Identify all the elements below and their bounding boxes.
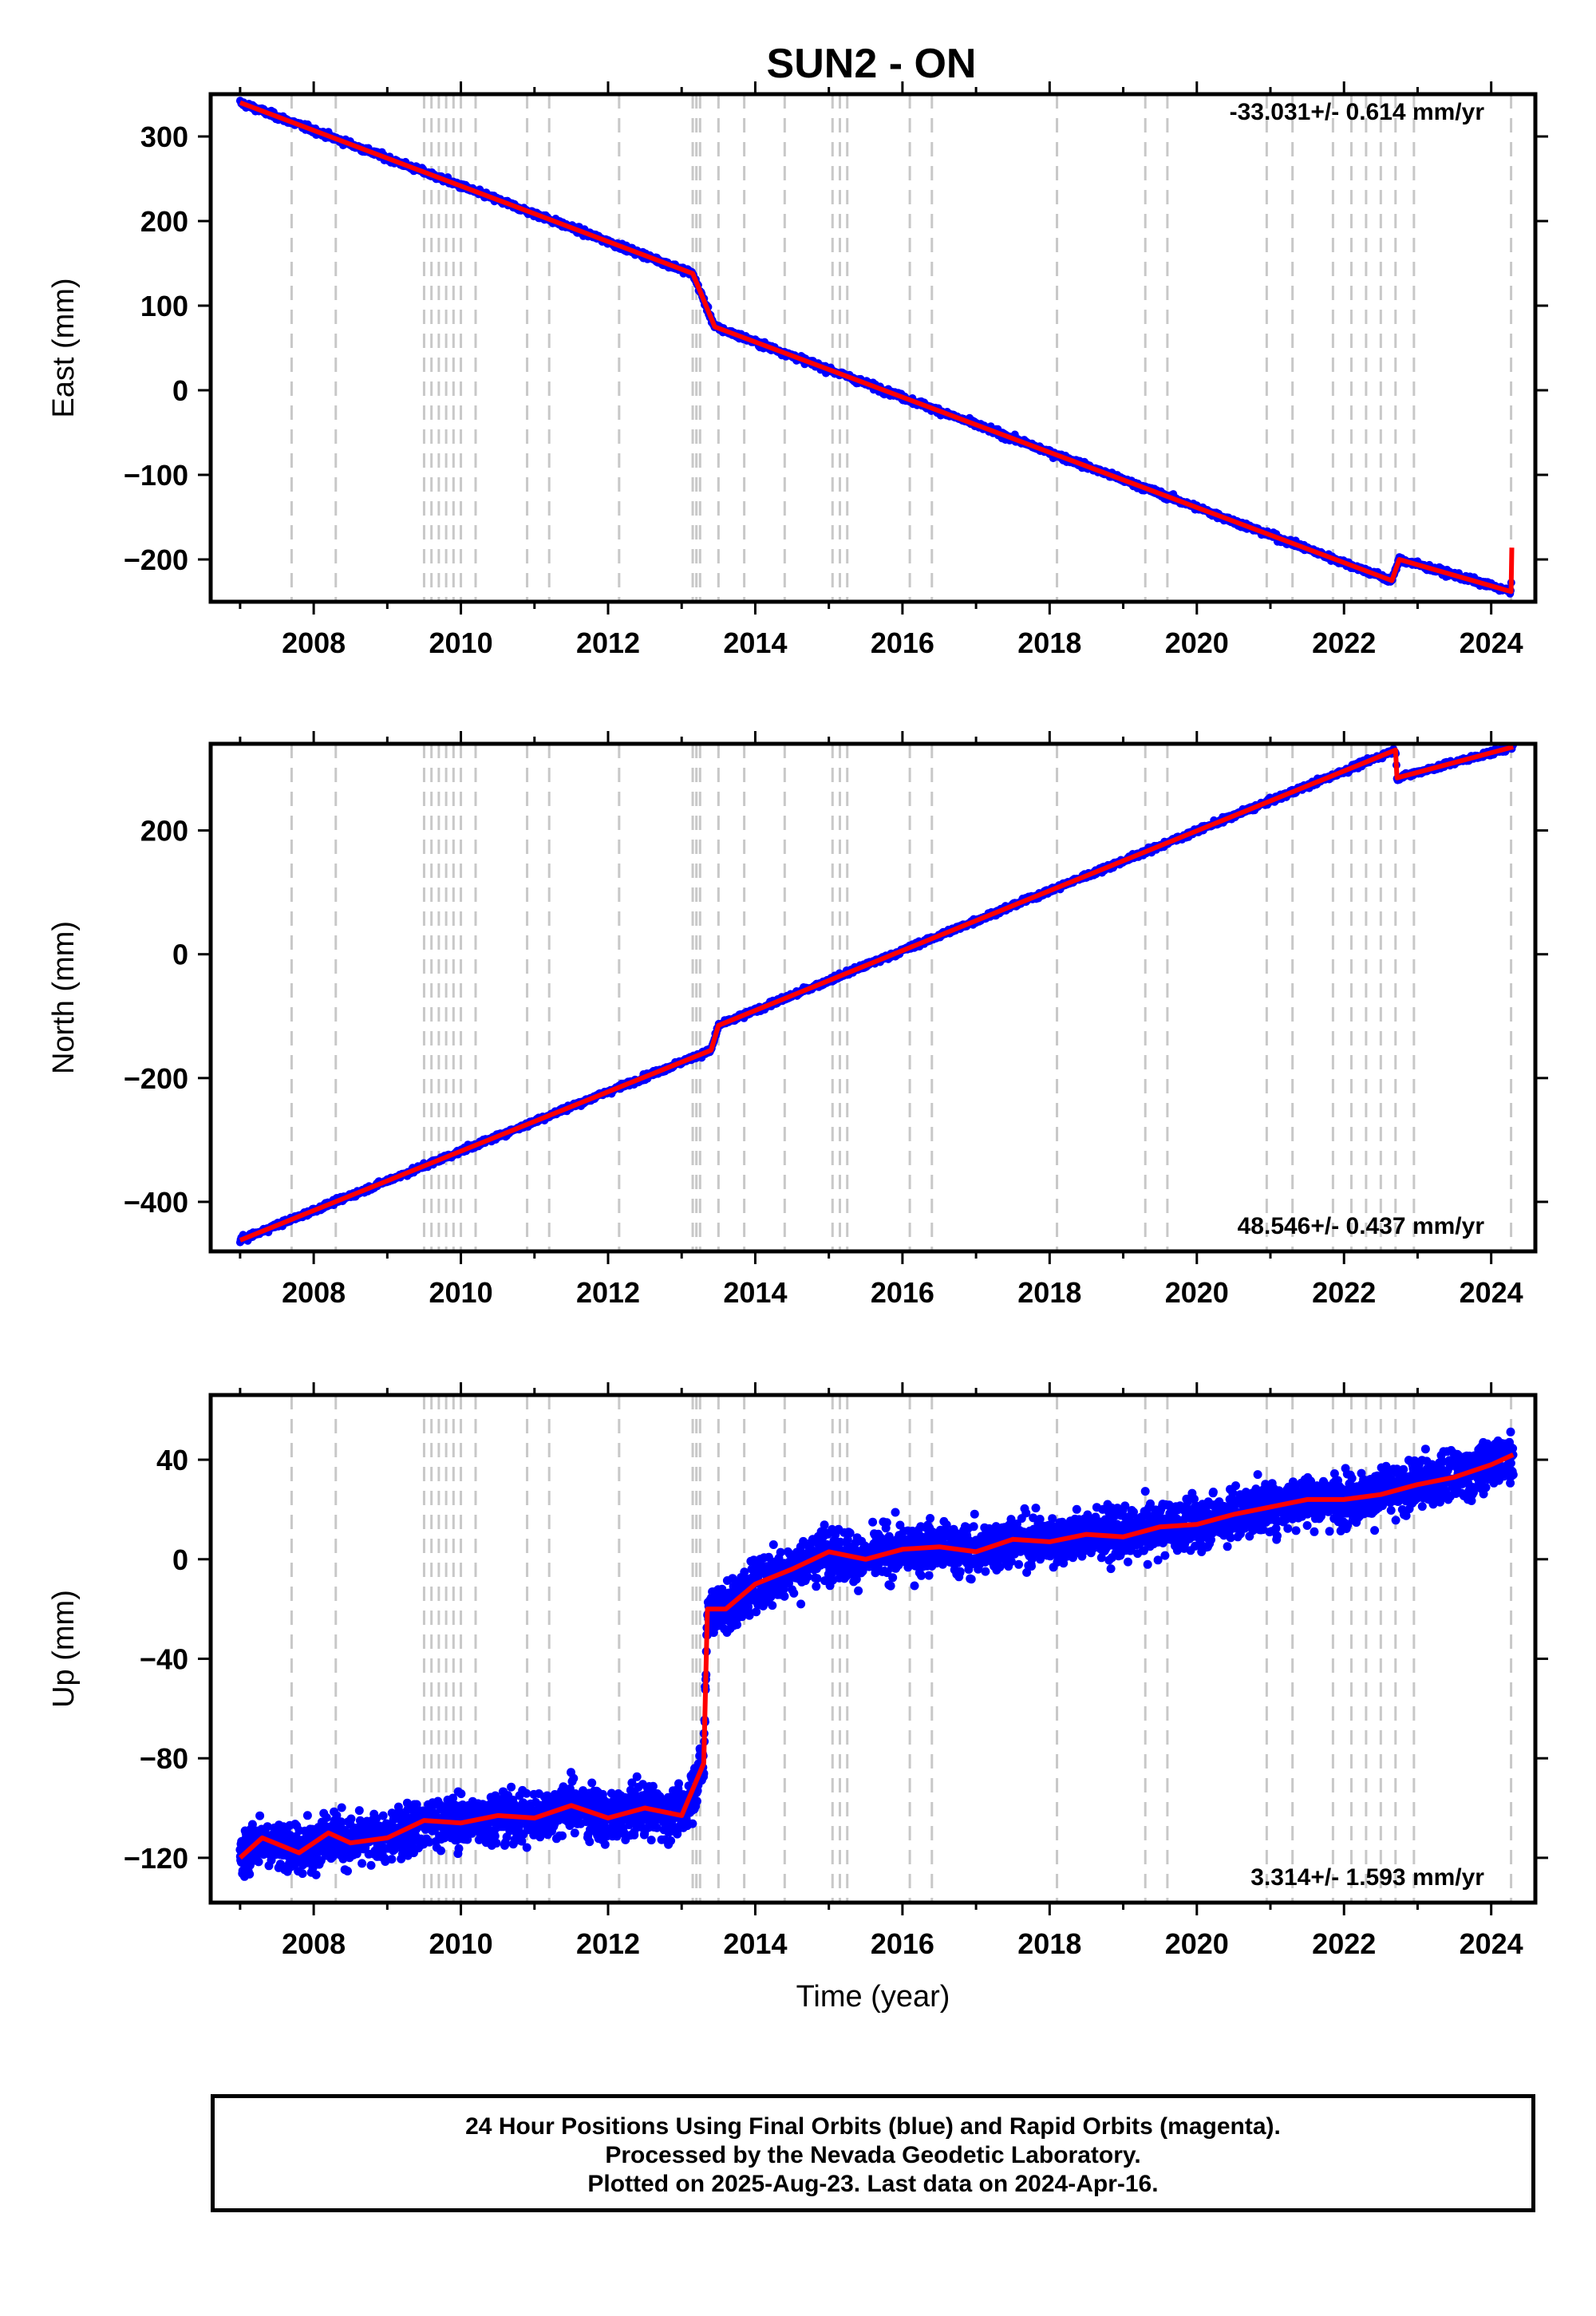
- x-tick-label: 2016: [871, 1276, 934, 1309]
- x-tick-label: 2024: [1460, 1276, 1523, 1309]
- x-tick-label: 2022: [1312, 626, 1376, 659]
- event-lines: [290, 744, 1513, 1251]
- data-point: [358, 1859, 367, 1868]
- data-point: [322, 1813, 331, 1822]
- x-tick-label: 2008: [282, 626, 346, 659]
- x-tick-label: 2016: [871, 626, 934, 659]
- rate-label: -33.031+/- 0.614 mm/yr: [1230, 99, 1485, 125]
- data-point: [336, 1817, 346, 1827]
- data-point: [302, 1811, 312, 1820]
- data-point: [346, 1814, 356, 1824]
- y-axis-label: North (mm): [47, 921, 81, 1074]
- y-tick-label: 100: [140, 290, 188, 322]
- plot-title: SUN2 - ON: [767, 41, 977, 87]
- model-line: [239, 745, 1515, 1243]
- y-tick-label: 0: [172, 374, 188, 407]
- x-tick-label: 2012: [576, 1276, 640, 1309]
- y-tick-label: 0: [172, 939, 188, 971]
- y-tick-label: −200: [124, 543, 188, 576]
- x-tick-label: 2018: [1017, 626, 1081, 659]
- x-tick-label: 2010: [429, 1276, 493, 1309]
- x-tick-label: 2020: [1165, 626, 1229, 659]
- y-tick-label: −100: [124, 459, 188, 492]
- x-tick-label: 2010: [429, 626, 493, 659]
- y-tick-label: 300: [140, 121, 188, 153]
- data-point: [354, 1806, 364, 1816]
- x-tick-label: 2018: [1017, 1276, 1081, 1309]
- y-tick-label: −400: [124, 1186, 188, 1219]
- plot-frame: [208, 741, 1538, 1254]
- x-tick-label: 2022: [1312, 1276, 1376, 1309]
- data-point: [343, 1867, 352, 1875]
- event-lines: [290, 94, 1513, 602]
- data-point: [298, 1869, 307, 1879]
- data-point: [311, 1870, 321, 1879]
- panel-east: 2008 2010 2012 2014 2016 2018 2020 2022 2024 −200…: [47, 81, 1548, 659]
- data-points: [235, 97, 1515, 598]
- y-tick-label: 200: [140, 815, 188, 848]
- y-tick-label: −200: [124, 1062, 188, 1095]
- data-point: [255, 1811, 265, 1820]
- data-point: [332, 1811, 342, 1820]
- y-axis-label: East (mm): [47, 278, 81, 417]
- x-tick-label: 2008: [282, 1276, 346, 1309]
- x-tick-label: 2024: [1460, 626, 1523, 659]
- chart-panels: 2008 2010 2012 2014 2016 2018 2020 2022 2024 −200…: [47, 81, 1548, 2014]
- x-tick-label: 2014: [723, 626, 787, 659]
- data-points: [235, 1427, 1518, 1881]
- panel-up: 2008 2010 2012 2014 2016 2018 2020 2022 2024−120…: [47, 1382, 1548, 2014]
- data-point: [337, 1803, 346, 1812]
- x-tick-label: 2020: [1165, 1276, 1229, 1309]
- data-point: [247, 1820, 257, 1829]
- model-line: [239, 100, 1515, 595]
- y-tick-label: 200: [140, 205, 188, 238]
- data-point: [263, 1822, 272, 1832]
- data-point: [254, 1857, 263, 1867]
- x-tick-label: 2012: [576, 626, 640, 659]
- panel-north: 2008 2010 2012 2014 2016 2018 2020 2022 2024 −400…: [47, 731, 1548, 1309]
- x-tick-label: 2014: [723, 1276, 787, 1309]
- rate-label: 48.546+/- 0.437 mm/yr: [1238, 1213, 1485, 1239]
- data-point: [245, 1869, 255, 1879]
- data-points: [235, 744, 1517, 1247]
- plot-frame: [208, 92, 1538, 604]
